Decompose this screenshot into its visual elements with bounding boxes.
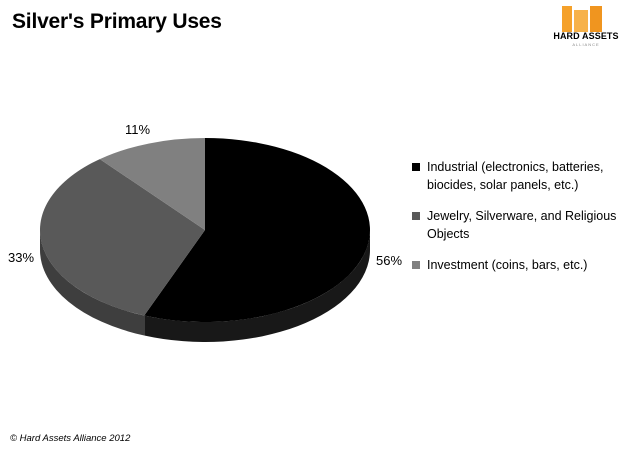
data-label-industrial: 56% [376, 253, 403, 268]
logo-subtext: ALLIANCE [572, 42, 600, 47]
legend-item-industrial: Industrial (electronics, batteries, bioc… [412, 158, 617, 194]
legend-swatch-investment [412, 261, 420, 269]
legend-label-investment: Investment (coins, bars, etc.) [427, 258, 588, 272]
legend-label-jewelry: Jewelry, Silverware, and Religious Objec… [427, 209, 617, 241]
pie-slice-industrial [144, 138, 370, 322]
pie-side-industrial [144, 230, 370, 342]
data-label-investment: 11% [125, 122, 151, 137]
legend-swatch-jewelry [412, 212, 420, 220]
legend-label-industrial: Industrial (electronics, batteries, bioc… [427, 160, 604, 192]
legend-swatch-industrial [412, 163, 420, 171]
copyright-footer: © Hard Assets Alliance 2012 [10, 433, 131, 444]
pie-slice-jewelry [40, 159, 206, 316]
pie-slice-investment [99, 138, 205, 230]
legend-item-jewelry: Jewelry, Silverware, and Religious Objec… [412, 207, 617, 243]
logo-text: HARD ASSETS [553, 31, 619, 41]
chart-legend: Industrial (electronics, batteries, bioc… [412, 158, 617, 287]
hard-assets-logo-icon [562, 6, 602, 32]
pie-side-jewelry [40, 230, 145, 336]
data-label-jewelry: 33% [8, 250, 35, 265]
legend-item-investment: Investment (coins, bars, etc.) [412, 256, 617, 274]
chart-title: Silver's Primary Uses [12, 10, 222, 33]
